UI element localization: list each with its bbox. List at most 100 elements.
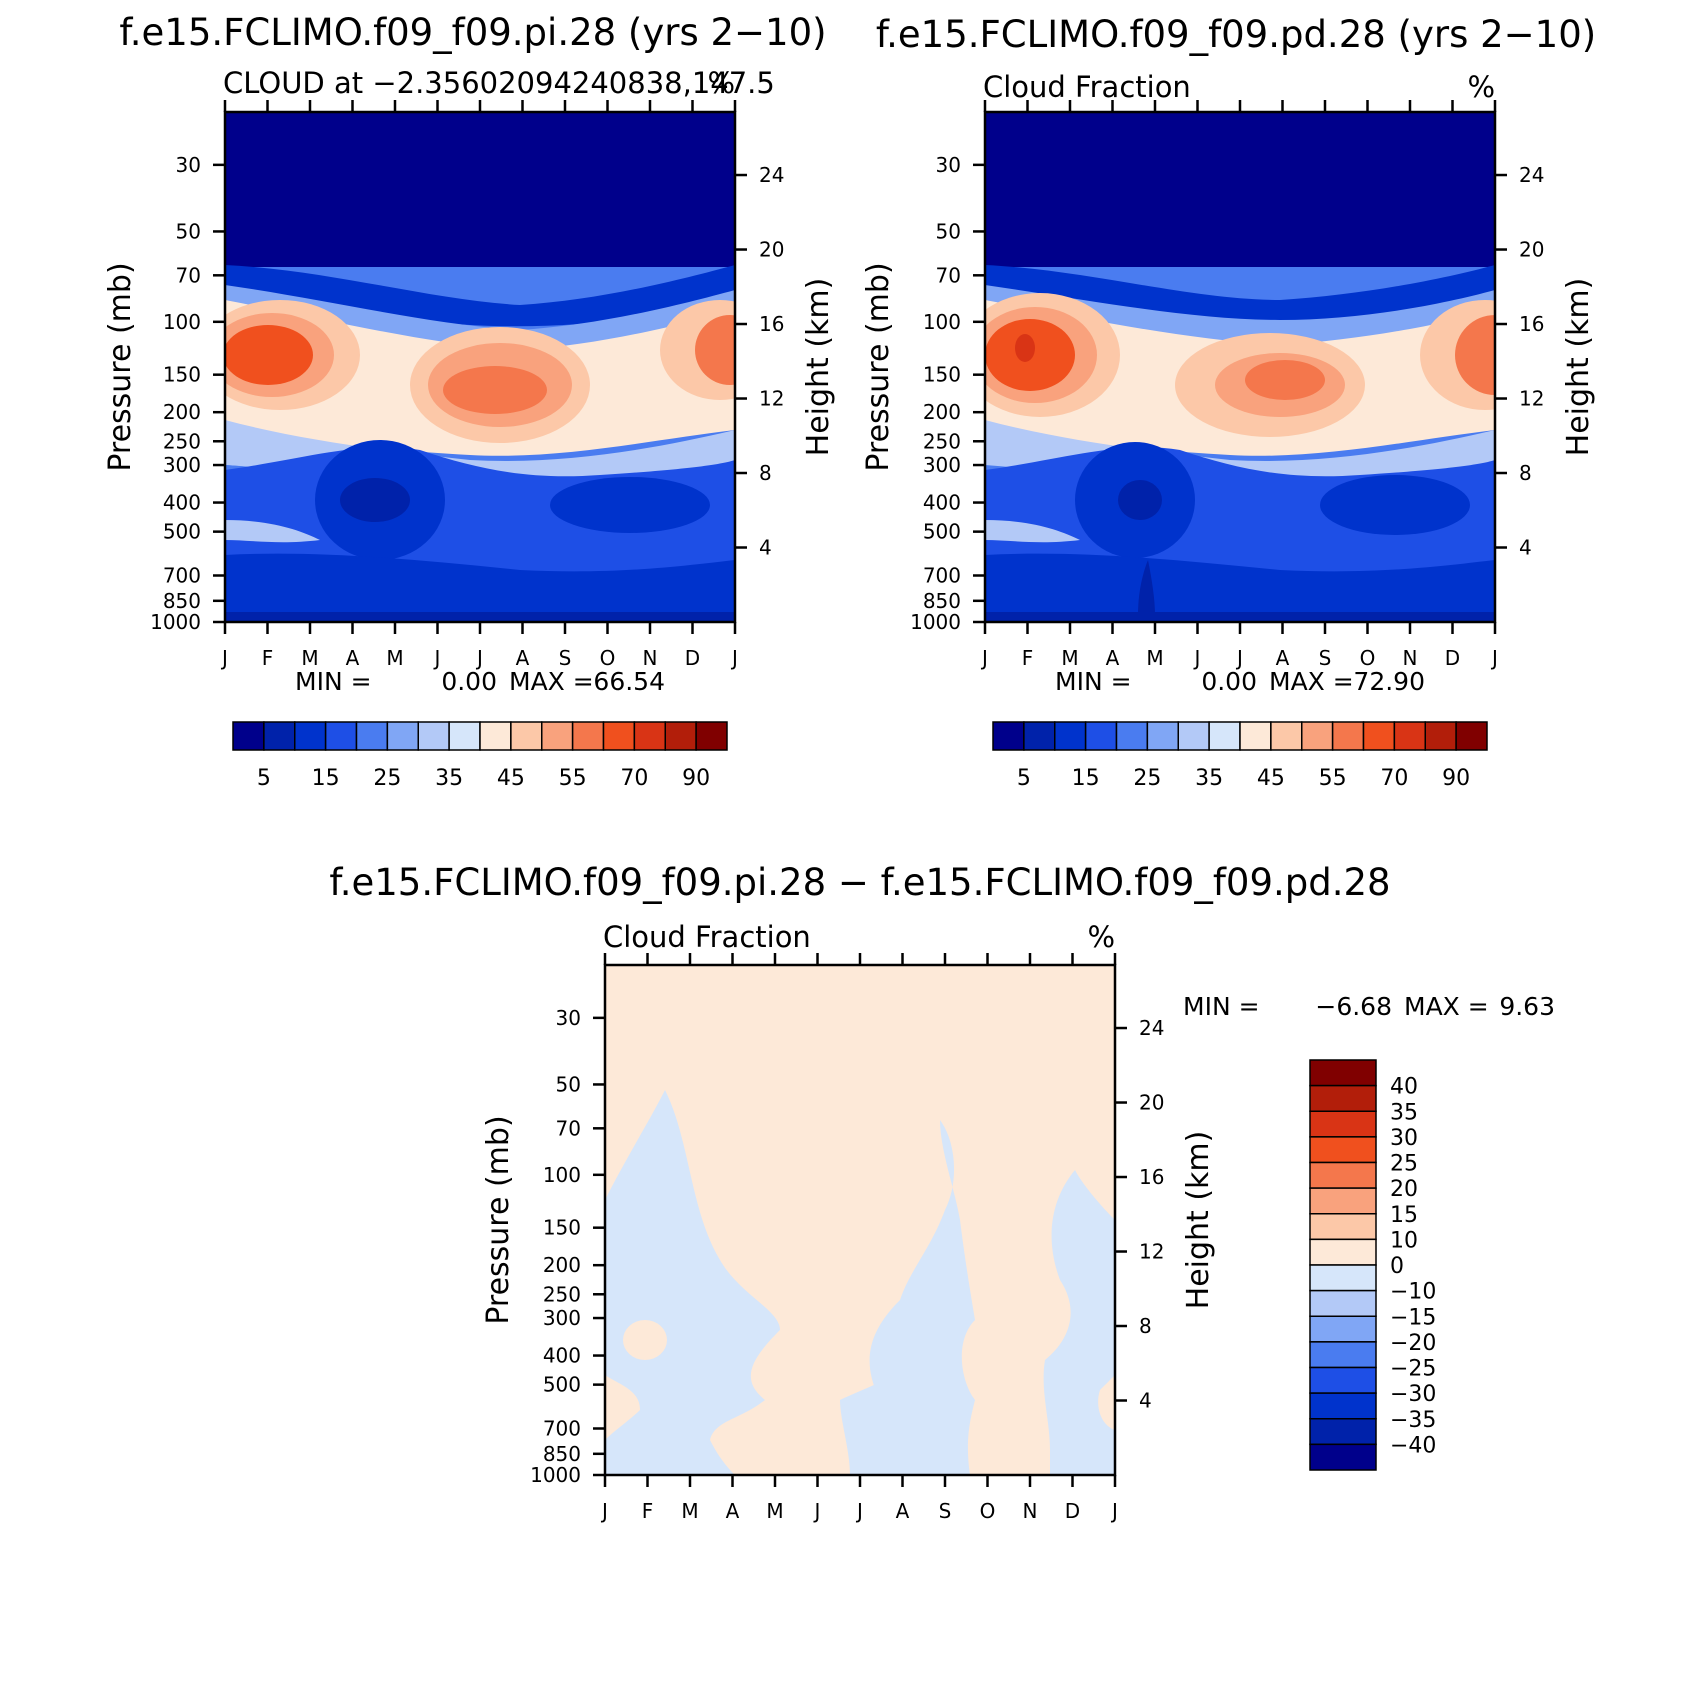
panel-pi-ylabel-right: Height (km) [801,278,836,457]
x-tick-label: O [1360,646,1376,670]
panel-pd-ylabel-right: Height (km) [1561,278,1596,457]
x-tick-label: O [980,1499,996,1523]
pressure-tick-label: 70 [176,263,201,287]
colorbar-label: 90 [1442,766,1470,791]
height-tick-label: 16 [1139,1165,1164,1189]
colorbar-label: 0 [1390,1254,1404,1279]
panel-pi-title: f.e15.FCLIMO.f09_f09.pi.28 (yrs 2−10) [119,11,826,54]
panel-diff-min-label: MIN = [1183,992,1260,1021]
pressure-tick-label: 30 [936,153,961,177]
x-tick-label: D [685,646,700,670]
x-tick-label: J [600,1499,608,1523]
x-tick-label: A [516,646,530,670]
colorbar-swatch [1309,1110,1377,1138]
panel-pd-subtitle: Cloud Fraction [983,70,1191,104]
x-tick-label: J [1110,1499,1118,1523]
colorbar-label: 55 [1319,766,1347,791]
pressure-tick-label: 850 [163,589,201,613]
x-tick-label: N [1023,1499,1038,1523]
x-tick-label: F [1022,646,1034,670]
panel-diff-min-value: −6.68 [1315,992,1392,1021]
x-tick-label: F [642,1499,654,1523]
x-tick-label: J [475,646,483,670]
colorbar-label: −10 [1390,1280,1436,1305]
colorbar-label: 45 [1257,766,1285,791]
pressure-tick-label: 100 [163,310,201,334]
x-tick-label: N [643,646,658,670]
x-tick-label: O [600,646,616,670]
colorbar-swatch [294,721,327,751]
colorbar-swatch [992,721,1025,751]
colorbar-label: 20 [1390,1177,1418,1202]
panel-pd-colorbar: 5 15 25 35 45 55 70 90 [992,721,1488,791]
colorbar-swatch [1208,721,1241,751]
height-tick-label: 20 [1139,1091,1164,1115]
pressure-tick-label: 300 [163,453,201,477]
panel-diff-units: % [1087,920,1115,954]
colorbar-swatch [1309,1136,1377,1164]
colorbar-swatch [571,721,605,751]
pressure-tick-label: 250 [163,429,201,453]
pressure-tick-label: 50 [936,219,961,243]
x-tick-label: J [220,646,228,670]
pressure-tick-label: 200 [923,400,961,424]
colorbar-label: 15 [312,766,340,791]
pressure-tick-label: 700 [923,564,961,588]
pressure-tick-label: 150 [923,363,961,387]
x-tick-label: S [939,1499,952,1523]
height-tick-label: 12 [1519,387,1544,411]
colorbar-label: 35 [1390,1100,1418,1125]
colorbar-label: 15 [1390,1203,1418,1228]
pressure-tick-label: 250 [543,1282,581,1306]
x-tick-label: J [433,646,441,670]
pressure-tick-label: 300 [543,1306,581,1330]
x-tick-label: J [813,1499,821,1523]
x-tick-label: N [1403,646,1418,670]
x-tick-label: J [980,646,988,670]
panel-diff-subtitle: Cloud Fraction [603,920,811,954]
x-tick-label: D [1445,646,1460,670]
height-tick-label: 16 [759,312,784,336]
x-tick-label: A [1106,646,1120,670]
height-tick-label: 8 [1519,461,1532,485]
colorbar-swatch [1115,721,1149,751]
pressure-tick-label: 250 [923,429,961,453]
height-tick-label: 12 [759,387,784,411]
colorbar-swatch [448,721,481,751]
pressure-tick-label: 70 [936,263,961,287]
panel-diff-ylabel: Pressure (mb) [481,1115,516,1324]
panel-pi: f.e15.FCLIMO.f09_f09.pi.28 (yrs 2−10) CL… [103,11,836,791]
colorbar-swatch [232,721,265,751]
height-tick-label: 4 [759,536,772,560]
panel-pd-ylabel: Pressure (mb) [861,262,896,471]
pressure-tick-label: 50 [556,1072,581,1096]
colorbar-label: 40 [1390,1075,1418,1100]
x-tick-label: D [1065,1499,1080,1523]
colorbar-swatch [695,721,728,751]
panel-diff-contour-field [605,965,1115,1475]
pressure-tick-label: 700 [163,564,201,588]
x-tick-label: J [1193,646,1201,670]
height-tick-label: 16 [1519,312,1544,336]
panel-pd: f.e15.FCLIMO.f09_f09.pd.28 (yrs 2−10) Cl… [861,13,1596,791]
panel-diff: f.e15.FCLIMO.f09_f09.pi.28 − f.e15.FCLIM… [329,861,1555,1523]
height-tick-label: 24 [1139,1016,1164,1040]
colorbar-label: −15 [1390,1305,1436,1330]
panel-diff-minmax: MIN = −6.68 MAX = 9.63 [1183,992,1555,1021]
pressure-tick-label: 150 [543,1216,581,1240]
pressure-tick-label: 200 [543,1253,581,1277]
panel-pd-max-label: MAX = [1269,667,1354,696]
panel-pi-minmax: MIN = 0.00 MAX = 66.54 [295,667,665,696]
colorbar-swatch [1309,1341,1377,1369]
colorbar-label: −35 [1390,1408,1436,1433]
colorbar-swatch [1309,1213,1377,1241]
panel-pi-min-value: 0.00 [441,667,497,696]
colorbar-swatch [1309,1366,1377,1394]
height-tick-label: 12 [1139,1240,1164,1264]
colorbar-swatch [1309,1392,1377,1420]
